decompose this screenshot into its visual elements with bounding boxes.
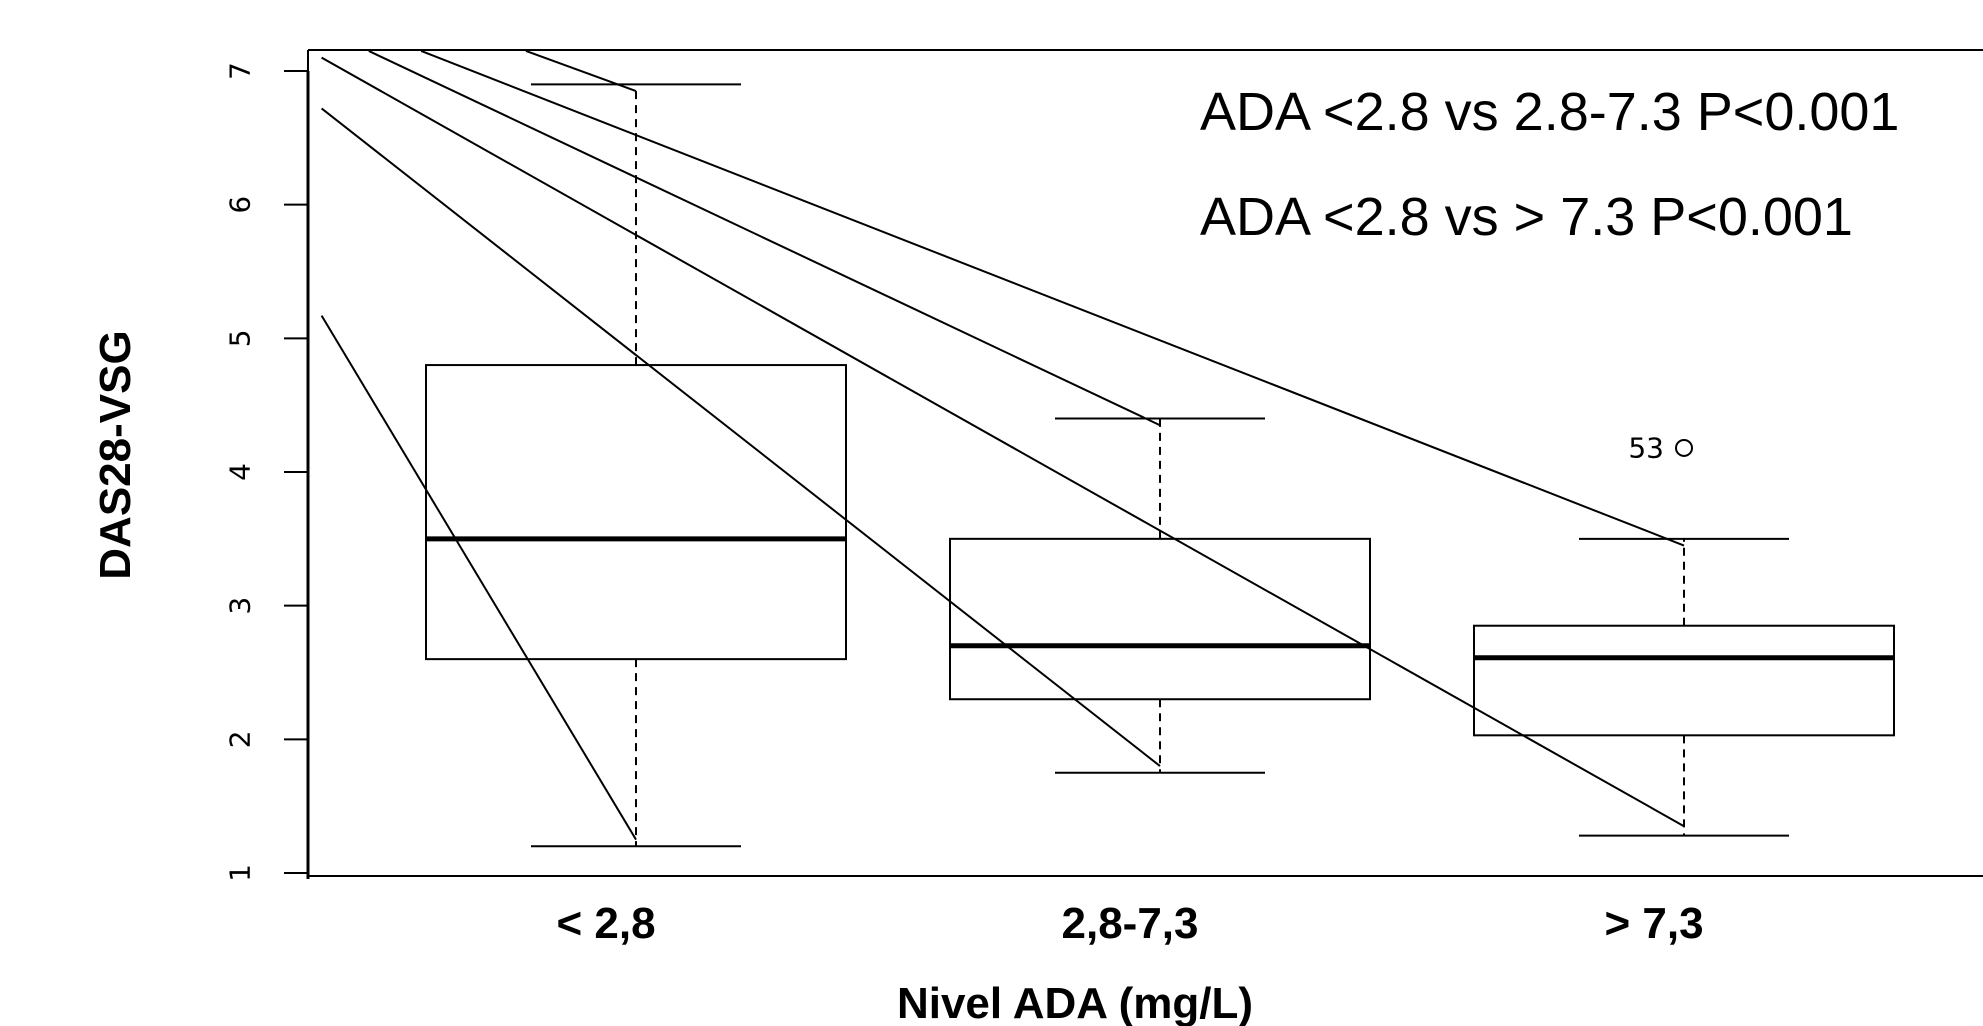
overlay-line-6: [525, 50, 637, 92]
y-tick-label-6: 6: [224, 196, 257, 214]
y-axis: 1 2 3 4 5 6 7: [224, 50, 310, 882]
y-tick-label-4: 4: [224, 463, 257, 481]
overlay-line-4: [368, 50, 1161, 427]
box-3: [1473, 537, 1895, 837]
y-axis-title: DAS28-VSG: [91, 330, 140, 579]
y-tick-label-7: 7: [224, 62, 257, 80]
x-axis-title: Nivel ADA (mg/L): [897, 979, 1253, 1026]
x-category-labels: < 2,8 2,8-7,3 > 7,3: [556, 899, 1703, 948]
x-category-label-1: < 2,8: [556, 899, 655, 948]
box-1: [425, 83, 847, 848]
x-category-label-2: 2,8-7,3: [1062, 899, 1199, 948]
outlier-point: [1675, 438, 1693, 457]
overlay-line-2: [320, 107, 1161, 767]
box-iqr: [949, 537, 1371, 701]
box-iqr: [425, 364, 847, 661]
overlay-line-3: [321, 56, 1685, 828]
y-tick-label-5: 5: [224, 329, 257, 347]
box-2: [949, 417, 1371, 774]
annotation-2: ADA <2.8 vs > 7.3 P<0.001: [1200, 187, 1853, 247]
y-tick-label-3: 3: [224, 597, 257, 615]
outlier-label: 53: [1628, 431, 1664, 464]
overlay-line-5: [420, 50, 1685, 547]
overlay-line-1: [320, 315, 637, 841]
y-tick-label-1: 1: [224, 864, 257, 882]
boxes: [425, 83, 1895, 848]
y-tick-label-2: 2: [224, 730, 257, 748]
outliers: 53: [1628, 431, 1693, 464]
box-iqr: [1473, 624, 1895, 737]
plot-frame: [308, 49, 1983, 877]
overlay-lines: [320, 50, 1685, 841]
annotation-1: ADA <2.8 vs 2.8-7.3 P<0.001: [1200, 82, 1899, 142]
x-category-label-3: > 7,3: [1604, 899, 1703, 948]
